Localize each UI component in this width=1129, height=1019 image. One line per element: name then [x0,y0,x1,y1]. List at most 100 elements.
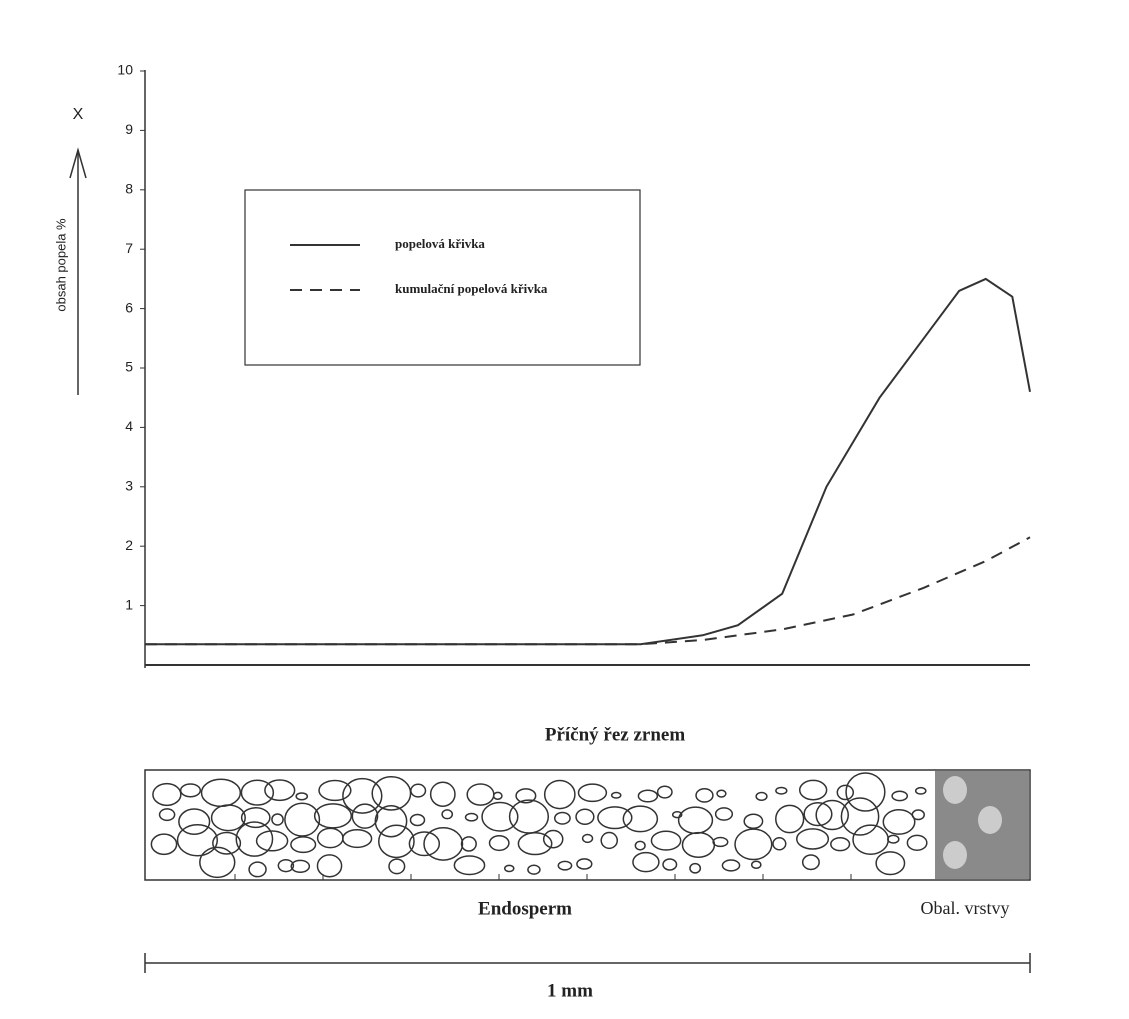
cell [775,804,805,834]
y-tick-label: 2 [125,537,133,553]
cell [887,834,900,844]
cell [755,791,768,802]
cell [290,859,311,874]
cell [441,809,454,820]
cell [803,801,833,827]
cell [796,828,830,850]
cell [721,859,741,872]
cell [199,846,236,879]
y-tick-label: 9 [125,121,133,137]
legend-box [244,189,641,366]
cell [460,836,477,852]
cell [152,782,182,807]
cell [671,811,683,819]
cell [914,786,927,795]
y-tick-label: 1 [125,596,133,612]
y-tick-label: 3 [125,478,133,494]
cell [798,779,828,801]
cell [240,779,275,806]
cell [408,831,441,857]
cell [527,864,541,875]
cell [836,784,855,801]
cell [801,854,820,871]
legend-label: kumulační popelová křivka [395,281,548,296]
outer-cell [943,841,967,869]
cell [316,854,343,878]
cell [341,828,373,849]
cell [743,813,764,830]
line [145,277,1031,646]
cell [179,783,202,798]
cell [176,824,219,857]
cell [409,813,426,827]
cell [662,858,678,871]
cell [429,781,456,807]
endosperm-label: Endosperm [478,898,572,919]
cell [264,779,296,802]
cell [488,834,510,852]
cell [318,779,352,802]
cell [716,789,727,798]
cell [371,776,412,811]
cell [212,831,242,855]
cell [481,801,519,832]
cell [906,834,928,851]
cell [295,792,309,801]
cell [378,824,415,859]
scale-label: 1 mm [547,980,593,1001]
outer-cell [943,776,967,804]
cell [576,858,593,870]
cell [423,826,464,861]
y-tick-label: 6 [125,299,133,315]
cell [875,851,906,876]
cell [845,772,886,812]
legend-label: popelová křivka [395,236,485,251]
cell [543,779,576,810]
cell [290,836,317,854]
cell [650,830,682,851]
cell [235,821,274,857]
cell [712,836,729,848]
cell [597,806,633,830]
cell [517,832,553,856]
cell [284,802,321,837]
cell [351,803,379,829]
cell [158,808,176,822]
y-tick-label: 5 [125,359,133,375]
cell [464,812,479,822]
cross-section [144,769,1031,881]
y-tick-label: 10 [117,62,133,78]
y-tick-label: 4 [125,418,133,434]
cell [553,811,571,825]
cell [634,840,646,851]
cell [557,860,573,871]
cell [734,828,773,861]
cell [503,864,515,873]
cell [689,862,702,874]
line [145,536,1031,646]
cell [210,804,246,832]
cell [240,807,271,829]
cell [815,799,849,831]
cell [830,836,851,852]
cell [750,860,762,870]
y-axis-label: obsah popela % [53,218,68,312]
arrow-head [69,147,87,179]
cell [637,789,659,803]
cell [271,813,284,826]
outer-layers-label: Obal. vrstvy [921,898,1010,918]
cell [577,783,608,803]
cell [656,785,673,799]
cell [600,831,619,850]
cell [882,808,916,835]
cross-section-title: Příčný řez zrnem [545,724,685,745]
y-tick-label: 7 [125,240,133,256]
cell [695,787,714,803]
cell [632,851,660,873]
cell [775,786,788,795]
cell [248,861,267,878]
cell [772,837,787,851]
cell [492,791,503,800]
cell [453,855,486,876]
